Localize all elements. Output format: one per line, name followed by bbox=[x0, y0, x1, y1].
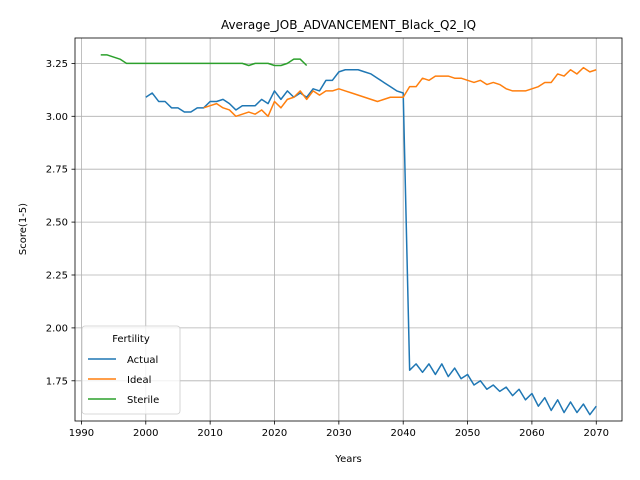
series-line-sterile bbox=[100, 54, 308, 67]
x-tick-label: 2020 bbox=[262, 428, 287, 439]
y-tick-label: 3.25 bbox=[46, 59, 68, 70]
x-tick-label: 2050 bbox=[455, 428, 480, 439]
legend-box bbox=[81, 325, 181, 415]
plot-area: 1990 2000 2010 2020 2030 2040 2050 2060 2070 1.75… bbox=[46, 37, 623, 439]
y-tick-label: 2.00 bbox=[46, 323, 68, 334]
y-tick-label: 2.75 bbox=[46, 165, 68, 176]
series-line-ideal bbox=[203, 66, 597, 118]
axes-frame bbox=[74, 37, 623, 422]
x-axis-title: Years bbox=[334, 454, 361, 465]
legend-label-sterile: Sterile bbox=[127, 395, 159, 406]
chart-title: Average_JOB_ADVANCEMENT_Black_Q2_IQ bbox=[221, 18, 476, 32]
legend-label-actual: Actual bbox=[127, 355, 158, 366]
legend-title: Fertility bbox=[112, 334, 150, 345]
y-tick-label: 2.50 bbox=[46, 218, 68, 229]
y-tick-label: 2.25 bbox=[46, 270, 68, 281]
series-line-actual bbox=[145, 68, 597, 416]
x-tick-label: 2070 bbox=[584, 428, 609, 439]
x-tick-label: 2000 bbox=[133, 428, 158, 439]
x-tick-label: 1990 bbox=[69, 428, 94, 439]
y-axis-title: Score(1-5) bbox=[18, 203, 29, 255]
y-tick-label: 3.00 bbox=[46, 112, 68, 123]
x-tick-label: 2030 bbox=[326, 428, 351, 439]
legend-label-ideal: Ideal bbox=[127, 375, 151, 386]
x-tick-label: 2010 bbox=[197, 428, 222, 439]
x-tick-label: 2060 bbox=[519, 428, 544, 439]
y-tick-label: 1.75 bbox=[46, 376, 68, 387]
x-tick-label: 2040 bbox=[390, 428, 415, 439]
